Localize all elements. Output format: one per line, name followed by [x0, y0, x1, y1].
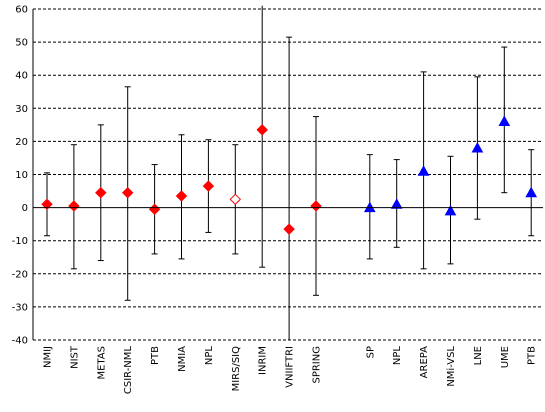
y-tick-label: 60	[15, 5, 28, 16]
category-label: LNE	[473, 346, 484, 365]
y-tick-label: -40	[12, 336, 28, 347]
y-axis-ticks: -40 -30 -20 -10 0 10 20 30 40 50 60	[12, 5, 28, 347]
data-point	[471, 141, 484, 153]
y-tick-label: -20	[12, 269, 28, 280]
y-tick-label: 40	[15, 71, 28, 82]
category-label: NMIA	[177, 346, 188, 372]
data-point	[283, 223, 295, 235]
y-tick-label: -30	[12, 302, 28, 313]
data-point	[256, 124, 268, 136]
data-point	[390, 198, 403, 209]
data-point	[121, 186, 134, 199]
data-point	[95, 186, 107, 199]
data-point	[175, 190, 188, 202]
category-label: METAS	[96, 346, 107, 379]
data-point	[310, 200, 322, 212]
x-axis-labels: NMIJ NIST METAS CSIR-NML PTB NMIA NPL MIRS/SIQ I…	[43, 345, 538, 394]
category-label: UME	[500, 346, 511, 368]
y-tick-label: -10	[12, 236, 28, 247]
category-label: SP	[365, 346, 376, 358]
y-tick-label: 20	[15, 137, 28, 148]
category-label: SPRING	[312, 346, 323, 384]
y-tick-label: 50	[15, 38, 28, 49]
grid	[33, 8, 543, 341]
category-label: NMIJ	[43, 346, 54, 368]
category-label: NMi-VSL	[446, 346, 457, 387]
category-label: NPL	[204, 346, 215, 366]
data-point	[525, 186, 538, 198]
data-point	[41, 198, 53, 210]
category-label: PTB	[150, 346, 161, 365]
category-label: NPL	[392, 346, 403, 366]
y-tick-label: 30	[15, 104, 28, 115]
category-label: INRIM	[258, 346, 269, 375]
data-point	[444, 204, 457, 216]
category-label: AREPA	[419, 346, 430, 378]
data-point	[202, 180, 215, 192]
data-point	[498, 115, 511, 127]
y-tick-label: 0	[22, 203, 28, 214]
y-tick-label: 10	[15, 170, 28, 181]
category-label: NIST	[69, 345, 80, 369]
data-point	[229, 193, 242, 206]
category-label: VNIIFTRI	[285, 346, 296, 388]
data-point	[68, 200, 80, 212]
category-label: MIRS/SIQ	[231, 346, 242, 392]
data-point	[417, 165, 430, 176]
category-label: PTB	[527, 346, 538, 365]
data-point	[148, 203, 161, 215]
category-label: CSIR-NML	[123, 346, 134, 395]
error-bars	[44, 5, 535, 340]
